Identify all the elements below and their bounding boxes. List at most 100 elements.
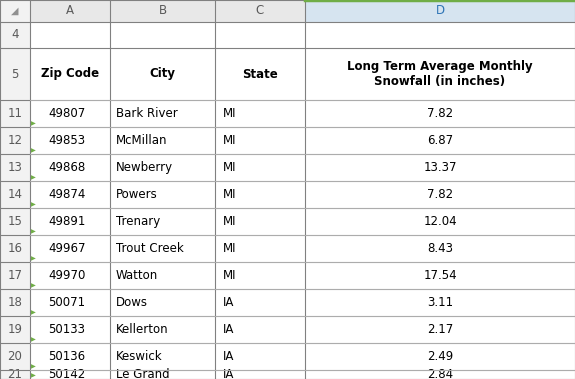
Text: 3.11: 3.11 [427, 296, 453, 309]
Bar [0, 127, 30, 154]
Text: 12.04: 12.04 [423, 215, 457, 228]
Text: 15: 15 [7, 215, 22, 228]
Bar [0, 208, 30, 235]
Text: 5: 5 [12, 67, 18, 80]
Bar [30, 100, 575, 127]
Bar [0, 289, 30, 316]
Text: Zip Code: Zip Code [41, 67, 99, 80]
Bar [30, 0, 305, 22]
Text: ◢: ◢ [12, 6, 19, 16]
Text: Bark River: Bark River [116, 107, 178, 120]
Bar [30, 343, 575, 370]
Text: 11: 11 [7, 107, 22, 120]
Text: 49874: 49874 [48, 188, 85, 201]
Text: 8.43: 8.43 [427, 242, 453, 255]
Text: MI: MI [223, 269, 236, 282]
Text: MI: MI [223, 161, 236, 174]
Text: ▶: ▶ [31, 256, 36, 261]
Bar [0, 154, 30, 181]
Bar [0, 0, 30, 22]
Text: ▶: ▶ [31, 337, 36, 342]
Bar [0, 48, 30, 100]
Text: 49868: 49868 [48, 161, 85, 174]
Text: ▶: ▶ [31, 175, 36, 180]
Text: 21: 21 [7, 368, 22, 379]
Text: 49970: 49970 [48, 269, 85, 282]
Text: 19: 19 [7, 323, 22, 336]
Text: Long Term Average Monthly
Snowfall (in inches): Long Term Average Monthly Snowfall (in i… [347, 60, 533, 88]
Text: IA: IA [223, 296, 235, 309]
Bar [305, 0, 575, 22]
Text: D: D [435, 5, 444, 17]
Text: ▶: ▶ [31, 121, 36, 126]
Bar [30, 48, 575, 100]
Text: 50142: 50142 [48, 368, 85, 379]
Text: IA: IA [223, 368, 235, 379]
Text: ▶: ▶ [31, 229, 36, 234]
Text: A: A [66, 5, 74, 17]
Text: 7.82: 7.82 [427, 107, 453, 120]
Text: Dows: Dows [116, 296, 148, 309]
Text: ▶: ▶ [31, 148, 36, 153]
Text: ▶: ▶ [31, 364, 36, 369]
Bar [0, 370, 30, 379]
Text: MI: MI [223, 242, 236, 255]
Bar [0, 262, 30, 289]
Text: 4: 4 [12, 28, 19, 41]
Text: MI: MI [223, 134, 236, 147]
Text: ▶: ▶ [31, 202, 36, 207]
Text: Powers: Powers [116, 188, 158, 201]
Bar [30, 235, 575, 262]
Text: Watton: Watton [116, 269, 158, 282]
Bar [30, 370, 575, 379]
Text: 12: 12 [7, 134, 22, 147]
Bar [0, 100, 30, 127]
Text: City: City [150, 67, 175, 80]
Bar [0, 22, 30, 48]
Text: 2.17: 2.17 [427, 323, 453, 336]
Text: C: C [256, 5, 264, 17]
Bar [30, 262, 575, 289]
Text: 14: 14 [7, 188, 22, 201]
Text: 18: 18 [7, 296, 22, 309]
Text: 20: 20 [7, 350, 22, 363]
Bar [0, 181, 30, 208]
Text: IA: IA [223, 323, 235, 336]
Text: IA: IA [223, 350, 235, 363]
Text: McMillan: McMillan [116, 134, 167, 147]
Bar [30, 22, 575, 48]
Text: B: B [159, 5, 167, 17]
Text: 13.37: 13.37 [423, 161, 457, 174]
Bar [30, 127, 575, 154]
Text: 17: 17 [7, 269, 22, 282]
Text: Kellerton: Kellerton [116, 323, 168, 336]
Text: 50133: 50133 [48, 323, 85, 336]
Bar [0, 316, 30, 343]
Text: ▶: ▶ [31, 310, 36, 315]
Text: 13: 13 [7, 161, 22, 174]
Text: ▶: ▶ [31, 283, 36, 288]
Bar [30, 154, 575, 181]
Text: MI: MI [223, 107, 236, 120]
Text: 50136: 50136 [48, 350, 85, 363]
Text: 49891: 49891 [48, 215, 85, 228]
Bar [30, 181, 575, 208]
Text: 6.87: 6.87 [427, 134, 453, 147]
Bar [0, 343, 30, 370]
Text: ▶: ▶ [31, 373, 36, 378]
Text: Newberry: Newberry [116, 161, 173, 174]
Text: Trout Creek: Trout Creek [116, 242, 184, 255]
Text: 2.49: 2.49 [427, 350, 453, 363]
Text: 17.54: 17.54 [423, 269, 457, 282]
Bar [30, 208, 575, 235]
Text: Le Grand: Le Grand [116, 368, 170, 379]
Text: Keswick: Keswick [116, 350, 163, 363]
Text: State: State [242, 67, 278, 80]
Bar [0, 235, 30, 262]
Text: MI: MI [223, 215, 236, 228]
Text: 7.82: 7.82 [427, 188, 453, 201]
Bar [30, 289, 575, 316]
Text: 49967: 49967 [48, 242, 86, 255]
Text: 2.84: 2.84 [427, 368, 453, 379]
Text: Trenary: Trenary [116, 215, 160, 228]
